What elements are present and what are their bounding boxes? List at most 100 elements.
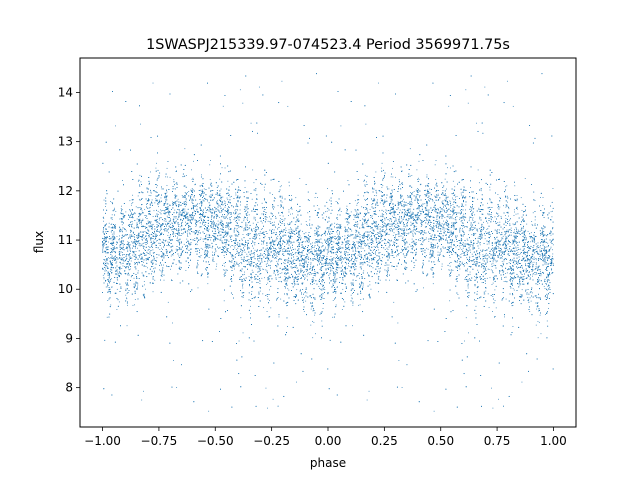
data-point [114, 207, 115, 209]
data-point [308, 256, 310, 258]
data-point [258, 86, 260, 88]
data-point [259, 231, 261, 233]
data-point [112, 257, 114, 258]
data-point [165, 197, 167, 198]
data-point [139, 200, 141, 202]
data-point [299, 229, 301, 231]
data-point [142, 294, 144, 296]
data-point [287, 272, 288, 274]
data-point [280, 298, 282, 300]
data-point [108, 252, 109, 254]
data-point [159, 262, 161, 264]
data-point [189, 254, 191, 256]
data-point [169, 227, 171, 228]
data-point [255, 227, 256, 229]
data-point [177, 223, 179, 225]
data-point [189, 242, 191, 244]
data-point [180, 212, 182, 214]
data-point [155, 237, 157, 239]
data-point [320, 246, 322, 248]
data-point [290, 238, 292, 240]
data-point [159, 226, 161, 227]
data-point [130, 268, 131, 270]
data-point [247, 219, 248, 221]
data-point [185, 175, 187, 176]
data-point [196, 209, 198, 211]
data-point [217, 228, 218, 230]
data-point [125, 211, 127, 213]
data-point [156, 224, 158, 225]
data-point [146, 241, 148, 243]
data-point [253, 210, 255, 212]
data-point [139, 209, 141, 210]
data-point [242, 279, 243, 280]
data-point [109, 257, 111, 259]
data-point [272, 398, 274, 400]
data-point [267, 282, 269, 284]
data-point [289, 277, 290, 279]
data-point [192, 199, 194, 201]
data-point [116, 261, 118, 263]
data-point [209, 164, 211, 166]
data-point [285, 284, 287, 285]
data-point [191, 200, 193, 201]
data-point [157, 240, 158, 241]
data-point [204, 224, 206, 225]
data-point [323, 232, 325, 234]
data-point [133, 277, 135, 279]
data-point [204, 221, 206, 223]
data-point [300, 271, 302, 273]
data-point [173, 231, 174, 233]
data-point [283, 241, 284, 242]
data-point [256, 237, 257, 239]
data-point [296, 289, 298, 291]
data-point [171, 246, 172, 248]
data-point [176, 230, 177, 231]
data-point [216, 193, 218, 194]
data-point [290, 227, 291, 229]
data-point [160, 197, 162, 199]
data-point [276, 257, 278, 259]
data-point [234, 234, 236, 236]
data-point [311, 284, 313, 285]
data-point [117, 247, 118, 249]
data-point [307, 273, 309, 275]
data-point [181, 233, 182, 234]
data-point [260, 228, 262, 230]
data-point [295, 197, 297, 199]
data-point [259, 235, 261, 236]
data-point [209, 208, 211, 210]
data-point [236, 228, 238, 230]
data-point [300, 252, 302, 254]
data-point [152, 266, 154, 267]
data-point [166, 203, 168, 205]
data-point [308, 261, 309, 263]
data-point [132, 231, 134, 233]
data-point [287, 278, 289, 280]
data-point [135, 255, 137, 257]
data-point [267, 220, 269, 222]
data-point [244, 251, 246, 253]
data-point [160, 243, 161, 244]
data-point [140, 123, 141, 125]
data-point [209, 207, 211, 209]
data-point [210, 190, 211, 192]
data-point [241, 251, 243, 253]
data-point [320, 241, 322, 243]
data-point [317, 242, 319, 244]
data-point [119, 246, 121, 248]
data-point [272, 239, 273, 241]
data-point [165, 207, 167, 208]
data-point [308, 250, 310, 252]
data-point [235, 237, 237, 239]
data-point [158, 222, 160, 224]
data-point [172, 228, 174, 230]
data-point [276, 260, 278, 262]
data-point [156, 195, 158, 196]
data-point [306, 262, 307, 264]
data-point [113, 242, 115, 244]
data-point [131, 275, 132, 277]
data-point [216, 223, 218, 225]
data-point [241, 263, 243, 265]
